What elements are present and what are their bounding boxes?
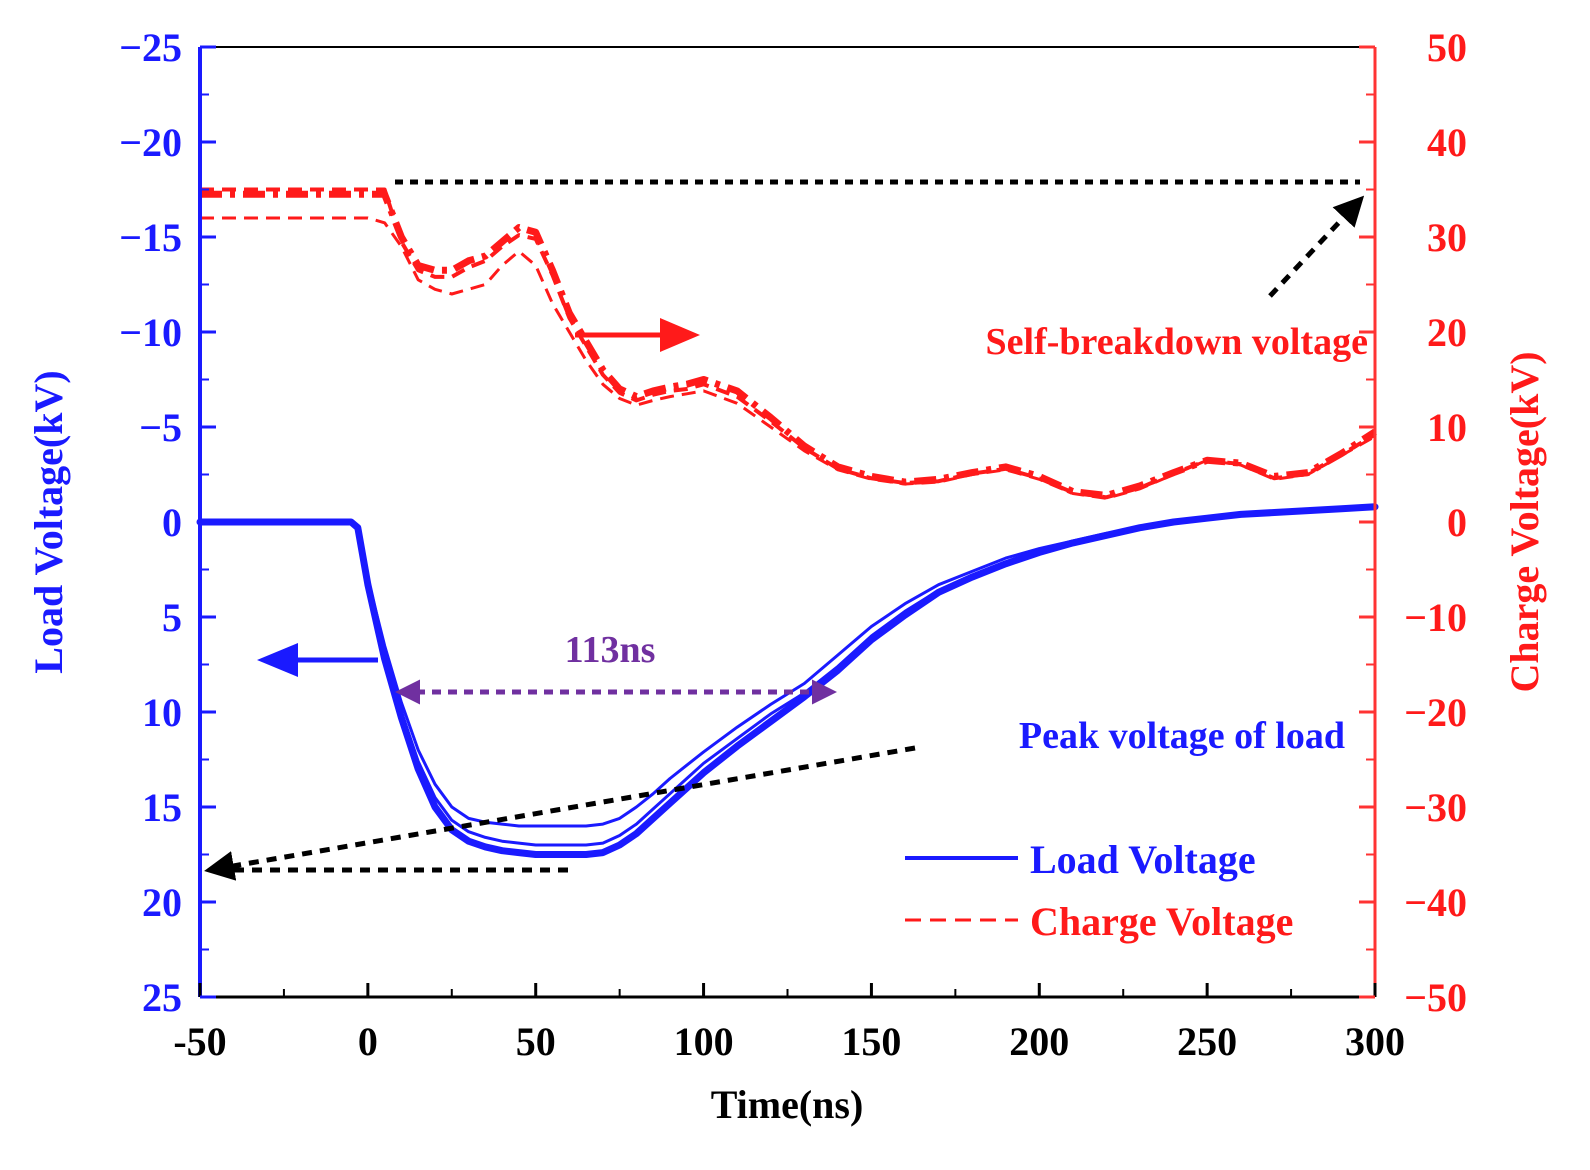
self-breakdown-label: Self-breakdown voltage <box>986 321 1368 363</box>
peak-voltage-label: Peak voltage of load <box>1019 715 1345 757</box>
left-tick-label: −10 <box>119 310 182 355</box>
charge-axis-direction-arrow-icon <box>660 318 700 352</box>
x-tick-label: 250 <box>1177 1019 1237 1064</box>
left-tick-label: 10 <box>142 690 182 735</box>
charge-voltage-line-1 <box>200 190 1377 499</box>
series-layer <box>196 187 1379 858</box>
load-voltage-line-2 <box>196 503 1379 858</box>
peak-voltage-arrow <box>204 745 916 881</box>
left-tick-label: 5 <box>162 595 182 640</box>
left-tick-label: −20 <box>119 120 182 165</box>
right-tick-label: 0 <box>1447 500 1467 545</box>
left-tick-label: 20 <box>142 880 182 925</box>
left-tick-label: 15 <box>142 785 182 830</box>
right-tick-label: −20 <box>1404 690 1467 735</box>
right-tick-label: −10 <box>1404 595 1467 640</box>
x-tick-label: 200 <box>1009 1019 1069 1064</box>
right-tick-label: 50 <box>1427 25 1467 70</box>
right-tick-label: 20 <box>1427 310 1467 355</box>
x-tick-label: 50 <box>516 1019 556 1064</box>
load-voltage-line-0 <box>198 505 1377 828</box>
right-tick-label: 40 <box>1427 120 1467 165</box>
right-tick-label: 30 <box>1427 215 1467 260</box>
left-tick-label: −25 <box>119 25 182 70</box>
pulse-width-label: 113ns <box>565 629 656 671</box>
left-axis-title: Load Voltage(kV) <box>26 370 71 673</box>
ticks-layer: -50 0 50 100 150 200 250 300−25−20−15−10−505101… <box>119 25 1467 1064</box>
right-axis-title: Charge Voltage(kV) <box>1502 351 1547 692</box>
self-breakdown-arrow <box>1268 195 1365 298</box>
x-tick-label: -50 <box>173 1019 226 1064</box>
x-axis-title: Time(ns) <box>711 1082 864 1127</box>
charge-voltage-line-2 <box>200 187 1377 500</box>
load-voltage-line-1 <box>198 505 1377 847</box>
right-tick-label: −40 <box>1404 880 1467 925</box>
legend: Load Voltage Charge Voltage <box>905 837 1293 944</box>
left-tick-label: 0 <box>162 500 182 545</box>
right-tick-label: −50 <box>1404 975 1467 1020</box>
legend-label-load: Load Voltage <box>1030 837 1256 882</box>
right-tick-label: 10 <box>1427 405 1467 450</box>
left-tick-label: −5 <box>139 405 182 450</box>
right-tick-label: −30 <box>1404 785 1467 830</box>
x-tick-label: 100 <box>674 1019 734 1064</box>
legend-label-charge: Charge Voltage <box>1030 899 1293 944</box>
left-tick-label: −15 <box>119 215 182 260</box>
x-tick-label: 300 <box>1345 1019 1405 1064</box>
x-tick-label: 150 <box>841 1019 901 1064</box>
x-tick-label: 0 <box>358 1019 378 1064</box>
load-axis-direction-arrow-icon <box>257 643 298 677</box>
left-tick-label: 25 <box>142 975 182 1020</box>
